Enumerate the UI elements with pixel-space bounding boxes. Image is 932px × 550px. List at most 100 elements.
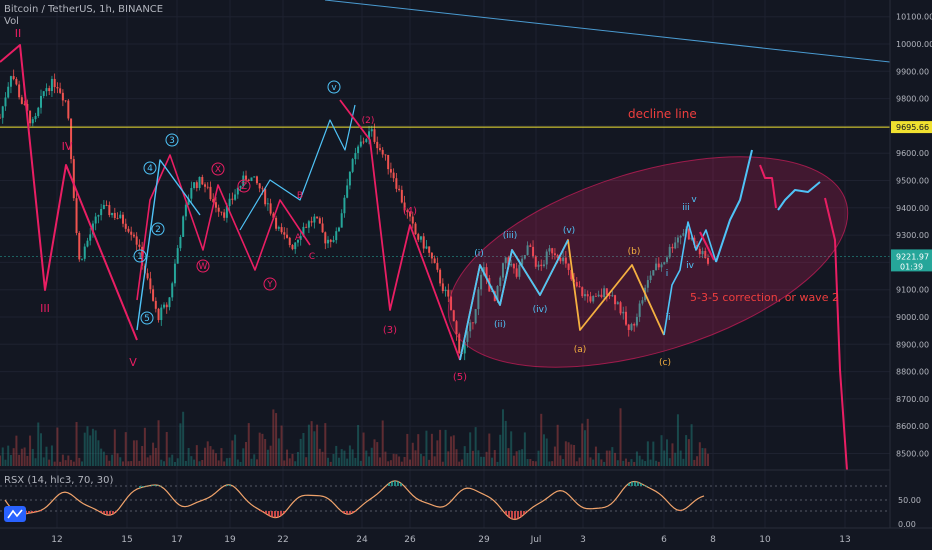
volume-bar	[619, 408, 622, 466]
volume-bar	[258, 432, 261, 466]
volume-bar	[644, 461, 647, 466]
candle-body	[214, 202, 217, 208]
wave-label-ring	[143, 161, 157, 175]
volume-bar	[373, 439, 376, 466]
candle-body	[239, 186, 242, 188]
candle-body	[665, 257, 668, 263]
candle-body	[70, 118, 73, 160]
volume-bar	[583, 430, 586, 466]
current-price-tag	[891, 249, 932, 272]
candle-body	[198, 176, 201, 188]
volume-bar	[384, 451, 387, 466]
price-tick-label: 9500.00	[896, 177, 929, 186]
volume-bar	[9, 454, 12, 466]
candle-body	[578, 286, 581, 288]
correction-ellipse	[447, 156, 849, 368]
volume-bar	[225, 458, 228, 466]
trend-line	[324, 0, 891, 63]
volume-bar	[496, 461, 499, 466]
volume-bar	[428, 459, 431, 466]
volume-bar	[86, 426, 89, 466]
volume-bar	[359, 460, 362, 466]
volume-bar	[507, 448, 510, 466]
candle-body	[168, 297, 171, 308]
candle-body	[425, 246, 428, 249]
wave-label: (5)	[453, 372, 467, 383]
volume-bar	[42, 457, 45, 466]
volume-bar	[698, 442, 701, 466]
candle-body	[537, 264, 540, 267]
price-tick-label: 8900.00	[896, 340, 929, 349]
wave-label-ring	[211, 162, 225, 176]
volume-bar	[523, 432, 526, 466]
volume-bar	[693, 459, 696, 466]
volume-bar	[411, 442, 414, 466]
candle-body	[15, 78, 18, 85]
candle-body	[305, 226, 308, 228]
volume-bar	[286, 449, 289, 466]
volume-bar	[376, 442, 379, 466]
volume-bar	[657, 461, 660, 466]
volume-bar	[302, 432, 305, 466]
volume-bar	[223, 461, 226, 466]
candle-body	[40, 95, 43, 108]
volume-bar	[430, 433, 433, 466]
volume-bar	[335, 445, 338, 466]
volume-bar	[209, 446, 212, 466]
decline-price-tag	[891, 121, 932, 134]
candle-body	[18, 84, 21, 98]
candle-body	[559, 257, 562, 262]
candle-body	[592, 295, 595, 302]
symbol-title: Bitcoin / TetherUS, 1h, BINANCE	[4, 4, 164, 15]
candle-body	[157, 308, 160, 321]
volume-bar	[707, 453, 709, 466]
decline-price-label: 9695.66	[896, 123, 929, 132]
volume-bar	[501, 409, 504, 466]
volume-bar	[18, 454, 21, 466]
wave-label: (ii)	[494, 320, 506, 330]
volume-bar	[143, 427, 146, 466]
volume-bar	[34, 458, 37, 466]
candle-body	[294, 242, 297, 250]
volume-bar	[305, 457, 308, 466]
candle-body	[496, 285, 499, 302]
candle-body	[676, 237, 679, 243]
volume-bar	[182, 411, 185, 466]
volume-bar	[337, 457, 340, 466]
candle-body	[589, 296, 592, 302]
candle-body	[690, 237, 693, 240]
candle-body	[253, 176, 256, 178]
volume-bar	[529, 459, 532, 466]
candle-body	[603, 288, 606, 297]
price-tick-label: 9000.00	[896, 313, 929, 322]
price-tick-label: 8600.00	[896, 422, 929, 431]
volume-bar	[329, 461, 332, 466]
candle-body	[132, 234, 135, 237]
candle-body	[266, 203, 269, 205]
volume-bar	[220, 448, 223, 466]
volume-bar	[173, 461, 176, 466]
volume-bar	[665, 439, 668, 466]
candle-body	[419, 236, 422, 240]
volume-bar	[280, 425, 283, 466]
volume-bar	[231, 440, 234, 466]
volume-bar	[674, 452, 677, 466]
wave-cyan-c	[663, 221, 717, 336]
volume-bar	[239, 461, 242, 466]
candle-body	[575, 282, 578, 287]
candle-body	[362, 141, 365, 143]
volume-bar	[253, 454, 256, 466]
volume-bar	[614, 452, 617, 466]
volume-bar	[198, 461, 201, 466]
candle-body	[480, 274, 483, 290]
wave-label: A	[295, 233, 302, 243]
candle-body	[4, 97, 7, 107]
candle-body	[532, 246, 535, 257]
wave-label: C	[309, 252, 315, 262]
volume-label: Vol	[4, 16, 19, 27]
volume-bar	[61, 454, 64, 466]
wave-label: (iv)	[533, 305, 548, 315]
volume-bar	[444, 429, 447, 466]
